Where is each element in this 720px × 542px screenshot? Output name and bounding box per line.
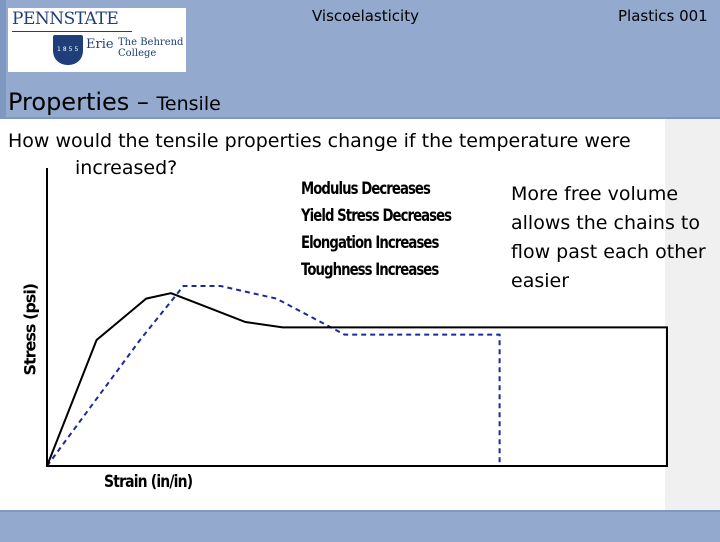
header-accent-stripe <box>0 0 6 118</box>
shield-icon: 1855 <box>53 35 83 65</box>
series-high-temp-curve <box>46 285 501 467</box>
title-main: Properties – <box>8 88 157 116</box>
logo-campus: Erie <box>86 37 114 52</box>
subject-label: Viscoelasticity <box>312 7 419 25</box>
logo-wordmark: PENNSTATE <box>12 9 119 29</box>
effect-elongation: Elongation Increases <box>301 233 439 253</box>
effect-yield-stress: Yield Stress Decreases <box>301 206 452 226</box>
x-axis-label: Strain (in/in) <box>104 472 193 492</box>
title-sub: Tensile <box>156 93 221 115</box>
slide-footer <box>0 510 720 542</box>
logo-college-line2: College <box>118 48 157 59</box>
logo-college: The Behrend College <box>118 37 183 59</box>
right-margin-panel <box>665 119 720 510</box>
question-line-1: How would the tensile properties change … <box>8 130 631 152</box>
property-effects-list: Modulus Decreases Yield Stress Decreases… <box>301 176 501 284</box>
logo-year: 1855 <box>57 46 81 53</box>
header-divider <box>0 117 720 119</box>
stress-strain-chart <box>46 168 668 467</box>
y-axis-label-wrap: Stress (psi) <box>10 283 50 380</box>
free-volume-note: More free volume allows the chains to fl… <box>511 183 706 292</box>
y-axis-label: Stress (psi) <box>20 283 40 376</box>
series-room-temp-curve <box>46 292 668 467</box>
course-label: Plastics 001 <box>618 7 708 25</box>
effect-modulus: Modulus Decreases <box>301 179 431 199</box>
logo-college-line1: The Behrend <box>118 37 184 48</box>
logo-rule <box>12 31 132 32</box>
page-title: Properties – Tensile <box>8 88 221 116</box>
slide-header: PENNSTATE 1855 Erie The Behrend College … <box>0 0 720 118</box>
question-text: How would the tensile properties change … <box>8 128 708 182</box>
effect-toughness: Toughness Increases <box>301 260 439 280</box>
question-line-2: increased? <box>75 157 178 179</box>
pennstate-logo: PENNSTATE 1855 Erie The Behrend College <box>8 8 186 72</box>
